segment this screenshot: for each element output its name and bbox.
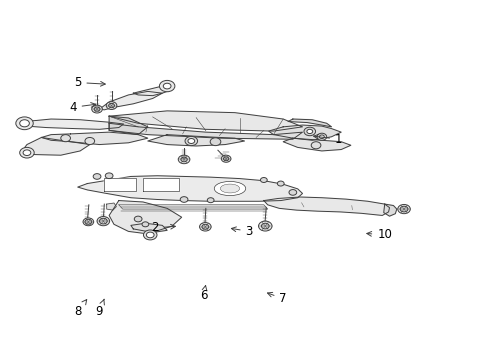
Text: 9: 9 <box>96 299 104 318</box>
Text: 10: 10 <box>366 229 391 242</box>
Polygon shape <box>283 138 350 151</box>
Circle shape <box>20 147 34 158</box>
Circle shape <box>316 133 326 140</box>
Polygon shape <box>119 205 267 209</box>
Circle shape <box>260 177 266 183</box>
Polygon shape <box>78 176 302 201</box>
Circle shape <box>92 105 102 113</box>
Circle shape <box>184 136 197 145</box>
Polygon shape <box>109 201 181 234</box>
Circle shape <box>178 155 189 164</box>
Circle shape <box>23 150 31 156</box>
Circle shape <box>306 129 312 134</box>
Circle shape <box>97 216 109 226</box>
Circle shape <box>93 174 101 179</box>
Circle shape <box>397 204 409 214</box>
Circle shape <box>261 223 268 229</box>
Circle shape <box>16 117 33 130</box>
Ellipse shape <box>214 181 245 195</box>
Circle shape <box>310 142 320 149</box>
Ellipse shape <box>220 184 239 193</box>
Circle shape <box>202 224 208 229</box>
Text: 7: 7 <box>267 292 286 305</box>
Circle shape <box>61 135 70 142</box>
Circle shape <box>142 222 148 227</box>
Circle shape <box>143 230 157 240</box>
Polygon shape <box>99 91 162 110</box>
Circle shape <box>304 127 315 136</box>
Text: 4: 4 <box>69 101 96 114</box>
Circle shape <box>105 173 113 179</box>
Text: 2: 2 <box>151 221 175 234</box>
Text: 3: 3 <box>231 225 252 238</box>
Circle shape <box>146 232 154 238</box>
Circle shape <box>85 138 95 145</box>
Circle shape <box>221 155 230 162</box>
Circle shape <box>20 120 29 127</box>
Polygon shape <box>106 203 116 210</box>
Polygon shape <box>268 125 341 140</box>
Circle shape <box>106 102 117 109</box>
Circle shape <box>181 157 187 162</box>
Circle shape <box>199 222 211 231</box>
Circle shape <box>277 181 284 186</box>
Circle shape <box>207 198 214 203</box>
Circle shape <box>319 135 324 139</box>
Polygon shape <box>109 111 302 131</box>
Polygon shape <box>131 223 167 233</box>
Polygon shape <box>287 119 331 127</box>
Polygon shape <box>383 204 396 216</box>
Polygon shape <box>147 135 244 146</box>
Polygon shape <box>142 178 179 192</box>
Circle shape <box>94 107 100 111</box>
Circle shape <box>187 139 194 144</box>
Text: 1: 1 <box>313 133 342 146</box>
Text: 8: 8 <box>74 300 86 318</box>
Circle shape <box>288 190 296 195</box>
Circle shape <box>163 83 171 89</box>
Polygon shape <box>17 119 123 129</box>
Text: 6: 6 <box>199 285 207 302</box>
Polygon shape <box>133 86 172 96</box>
Polygon shape <box>41 132 147 145</box>
Polygon shape <box>109 116 147 135</box>
Circle shape <box>99 218 107 224</box>
Circle shape <box>180 197 187 202</box>
Polygon shape <box>104 178 136 192</box>
Circle shape <box>258 221 271 231</box>
Polygon shape <box>109 123 302 139</box>
Circle shape <box>108 103 114 108</box>
Circle shape <box>83 218 94 226</box>
Circle shape <box>85 219 92 224</box>
Circle shape <box>223 157 228 161</box>
Circle shape <box>399 206 407 212</box>
Text: 5: 5 <box>74 76 105 89</box>
Circle shape <box>134 216 142 222</box>
Circle shape <box>210 138 221 145</box>
Circle shape <box>159 80 175 92</box>
Polygon shape <box>264 197 389 215</box>
Polygon shape <box>22 138 90 155</box>
